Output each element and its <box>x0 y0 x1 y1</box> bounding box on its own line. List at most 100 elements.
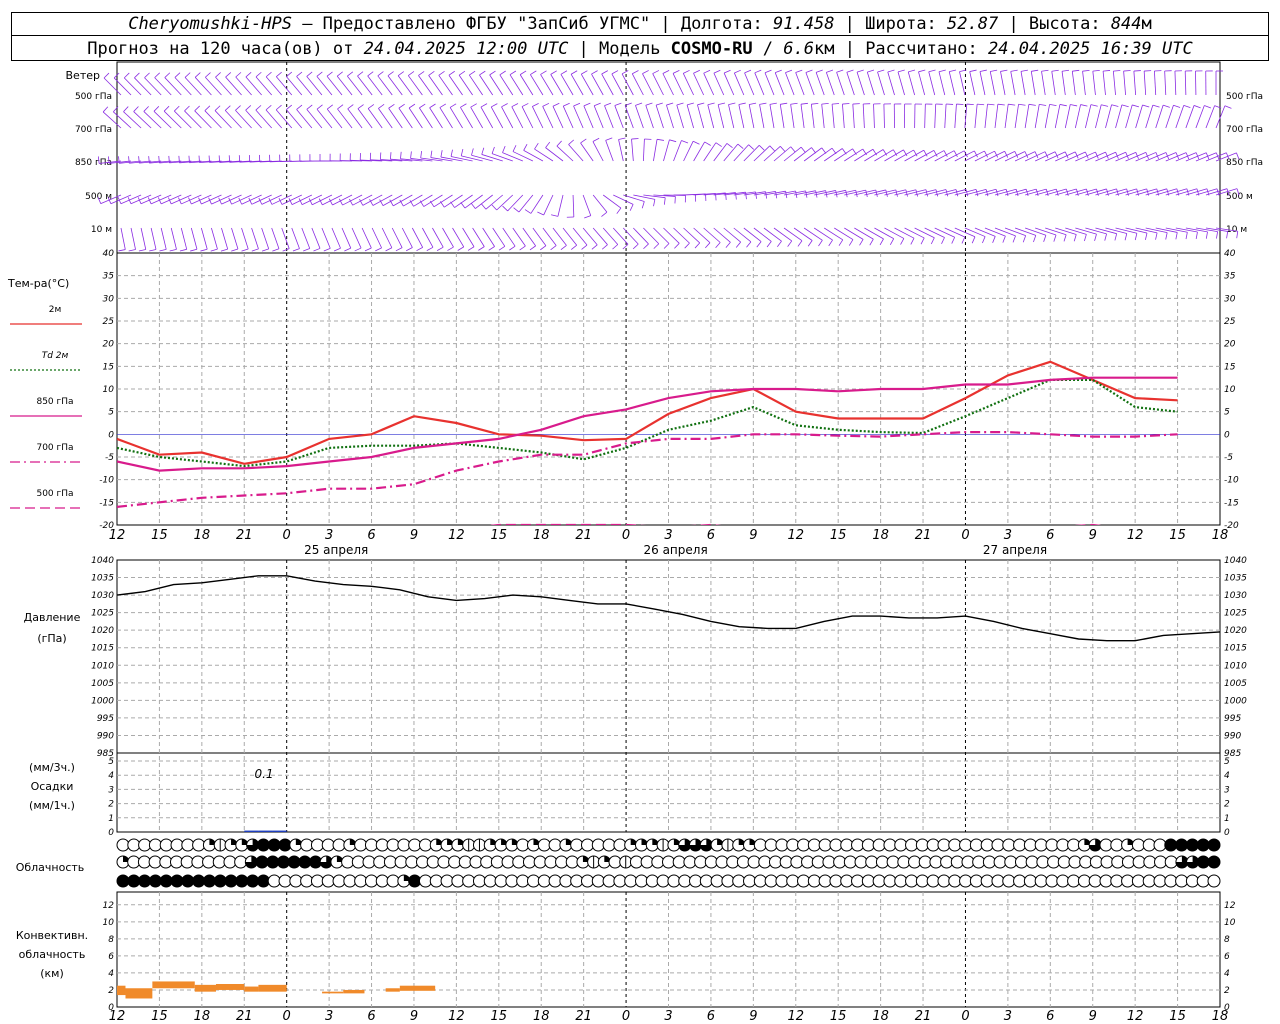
cloud-symbol <box>1056 838 1070 852</box>
wind-barb <box>795 72 805 96</box>
wind-barb <box>633 227 649 245</box>
wind-barb-feather <box>118 249 126 252</box>
cloud-symbol <box>354 838 368 852</box>
wind-barb <box>1105 188 1127 196</box>
cloud-symbol <box>905 838 919 852</box>
wind-barb <box>1000 71 1006 96</box>
cloud-symbol <box>148 874 162 888</box>
wind-barb <box>874 189 896 196</box>
wind-barb <box>1014 151 1036 162</box>
wind-barb <box>846 72 855 96</box>
wind-barb <box>301 194 323 206</box>
wind-barb <box>211 227 218 250</box>
wind-barb <box>100 194 122 205</box>
conv-x-tick: 15 <box>830 1009 847 1024</box>
date-label: 27 апреля <box>983 543 1047 557</box>
wind-barb-feather <box>703 69 711 74</box>
wind-barb <box>759 104 765 129</box>
wind-barb-feather <box>378 104 385 109</box>
wind-barb-feather <box>655 102 663 106</box>
wind-barb <box>723 227 741 243</box>
conv-x-tick: 12 <box>1127 1009 1144 1024</box>
wind-barb <box>894 189 916 196</box>
cloud-symbol-fill <box>700 839 713 852</box>
wind-barb-feather <box>1214 105 1222 109</box>
wind-barb-feather <box>1063 234 1067 242</box>
wind-barb <box>1034 104 1040 129</box>
wind-barb <box>862 104 865 129</box>
wind-barb-feather <box>1045 189 1049 196</box>
wind-barb-feather <box>313 248 321 252</box>
wind-barb <box>352 194 373 206</box>
wind-barb-feather <box>1033 235 1037 243</box>
wind-barb <box>163 110 182 129</box>
wind-barb-feather <box>953 150 958 158</box>
wind-barb <box>120 194 142 205</box>
wind-barb <box>934 227 955 238</box>
wind-barb <box>733 72 745 96</box>
conv-x-tick: 21 <box>575 1009 592 1024</box>
cloud-symbol <box>797 874 811 888</box>
wind-barb <box>924 227 945 238</box>
wind-barb-feather <box>697 102 705 106</box>
wind-barb <box>803 147 823 162</box>
temp-tick-left: 25 <box>103 317 115 327</box>
wind-barb <box>491 153 513 162</box>
wind-barb <box>643 194 666 199</box>
wind-barb-feather <box>551 214 559 217</box>
wind-barb-feather <box>635 102 643 106</box>
wind-barb-feather <box>604 102 612 107</box>
wind-barb <box>1154 71 1157 96</box>
wind-barb <box>1004 151 1026 162</box>
wind-barb <box>1125 104 1133 129</box>
wind-barb <box>655 105 664 129</box>
wind-barb-feather <box>923 150 928 157</box>
wind-barb <box>1055 227 1077 235</box>
wind-barb <box>693 141 705 162</box>
wind-barb-feather <box>138 249 146 252</box>
wind-barb-feather <box>790 146 796 153</box>
conv-tick-left: 0 <box>108 1003 114 1013</box>
cloud-symbol <box>202 874 216 888</box>
cloud-symbol <box>1131 874 1145 888</box>
wind-barb <box>357 108 373 129</box>
cloud-symbol <box>894 838 908 852</box>
cloud-symbol <box>1088 874 1102 888</box>
cloud-symbol <box>948 874 962 888</box>
wind-barb <box>159 160 182 164</box>
wind-barb-feather <box>448 70 455 76</box>
wind-barb <box>984 104 988 129</box>
wind-barb <box>542 106 554 129</box>
wind-barb-feather <box>918 69 926 73</box>
wind-barb-feather <box>460 148 464 156</box>
wind-barb <box>1145 227 1168 234</box>
wind-barb <box>944 227 965 238</box>
wind-barb-feather <box>556 140 562 147</box>
wind-barb <box>296 76 313 96</box>
cloud-symbol <box>764 874 778 888</box>
wind-barb-feather <box>1155 152 1159 160</box>
wind-barb-feather <box>1014 151 1019 158</box>
wind-barb <box>1155 188 1177 196</box>
wind-barb <box>306 76 323 96</box>
wind-barb <box>1102 71 1106 96</box>
cloud-symbol <box>580 838 594 852</box>
conv-x-tick: 9 <box>749 1009 757 1024</box>
cloud-symbol <box>624 874 638 888</box>
wind-barb <box>423 194 443 207</box>
wind-barb-feather <box>573 102 581 107</box>
wind-barb <box>773 190 796 196</box>
wind-barb <box>331 227 341 249</box>
wind-barb <box>174 110 192 129</box>
wind-barb <box>825 72 835 96</box>
wind-barb <box>733 144 749 162</box>
wind-barb <box>713 192 736 196</box>
wind-barb <box>1075 151 1096 162</box>
wind-barb-feather <box>174 72 181 78</box>
temp-tick-left: 40 <box>103 249 115 259</box>
conv-x-tick: 6 <box>367 1009 375 1024</box>
wind-barb-feather <box>286 104 293 110</box>
wind-barb-feather <box>265 104 272 111</box>
cloud-symbol <box>1013 838 1027 852</box>
wind-barb <box>1095 104 1102 129</box>
